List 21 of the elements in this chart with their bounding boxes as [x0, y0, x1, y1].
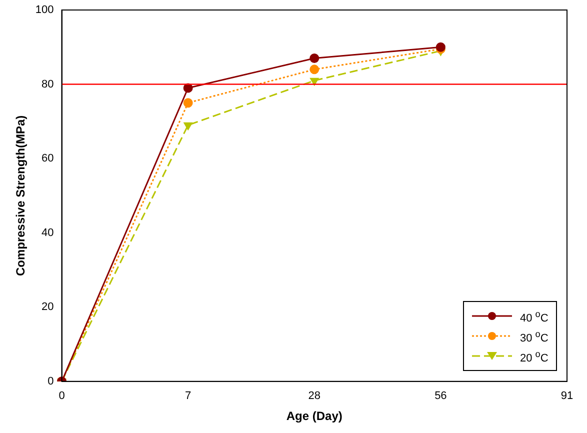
x-tick-label: 56 [434, 390, 447, 402]
point [310, 78, 319, 86]
point [310, 54, 320, 64]
point [310, 64, 320, 74]
legend-label: 20 $^{o}$C [520, 348, 548, 364]
legend-label: 40 $^{o}$C [520, 308, 548, 324]
y-tick-label: 0 [48, 375, 54, 388]
x-tick-label: 91 [560, 390, 574, 402]
point [184, 122, 192, 130]
y-tick-label: 100 [35, 4, 54, 16]
x-tick-label: 7 [185, 390, 192, 402]
point [183, 98, 193, 108]
x-tick-label: 28 [308, 390, 320, 402]
y-tick-label: 20 [42, 301, 54, 314]
y-tick-label: 40 [42, 226, 54, 239]
y-tick-label: 60 [42, 152, 54, 165]
x-tick-label: 0 [58, 390, 65, 402]
legend-label: 30 $^{o}$C [520, 328, 548, 344]
y-tick-label: 80 [42, 78, 54, 90]
x-axis-title: Age (Day) [286, 409, 342, 424]
y-axis-title: Compressive Strength(MPa) [14, 115, 28, 276]
